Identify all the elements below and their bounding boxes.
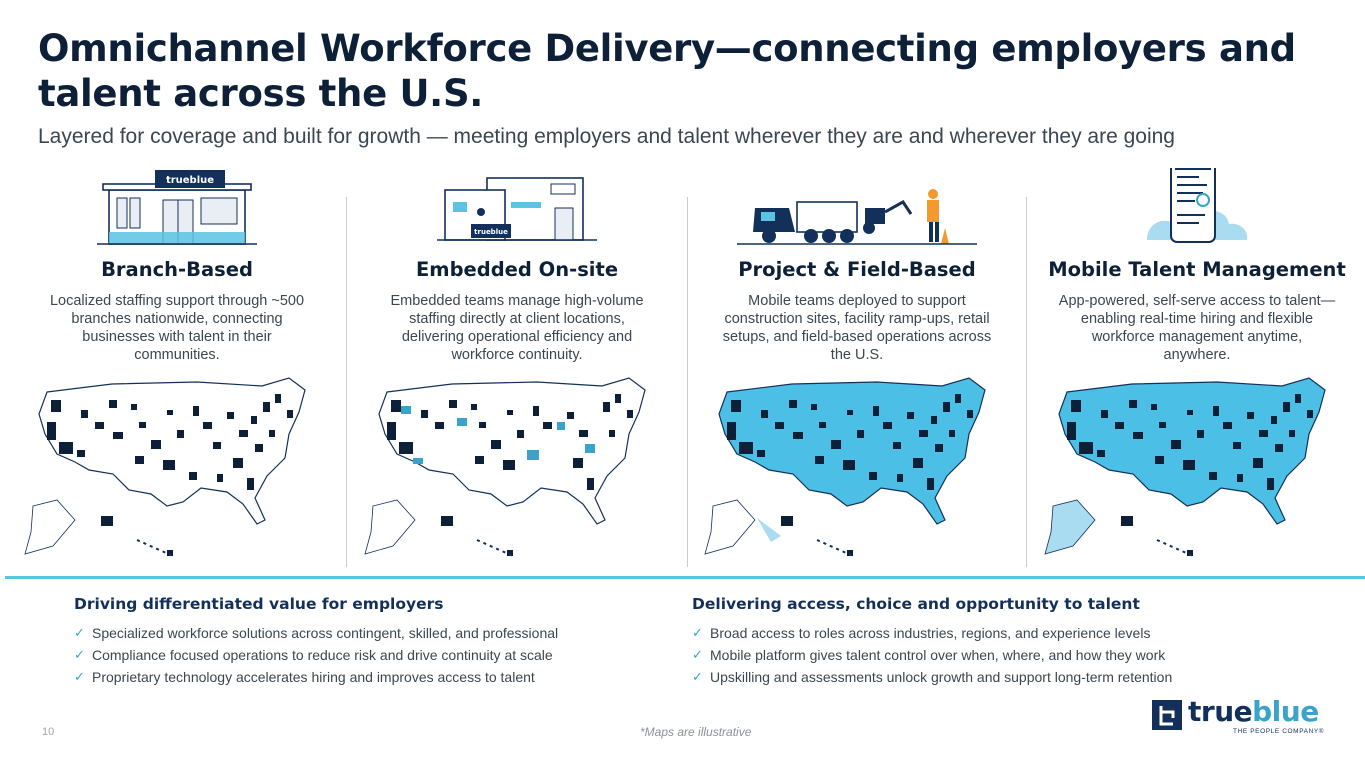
list-item: ✓ Specialized workforce solutions across …: [74, 622, 558, 644]
column-heading: Project & Field-Based: [738, 258, 976, 281]
column-heading: Mobile Talent Management: [1048, 258, 1346, 281]
onsite-sign-text: trueblue: [474, 228, 508, 236]
branch-building-illustration: trueblue: [8, 168, 346, 250]
column-heading: Embedded On-site: [415, 258, 619, 281]
list-item: ✓ Broad access to roles across industries…: [692, 622, 1172, 644]
column-description: Mobile teams deployed to support constru…: [722, 293, 992, 363]
page-number: 10: [42, 726, 55, 738]
column-branch-based: trueblue Branch-Based Localized staffing…: [8, 168, 346, 568]
employers-value-section: Driving differentiated value for employe…: [74, 595, 558, 688]
mobile-app-illustration: [1028, 168, 1365, 250]
slide-subtitle: Layered for coverage and built for growt…: [38, 125, 1175, 148]
check-icon: ✓: [74, 647, 85, 662]
us-map-embedded: [364, 377, 646, 557]
check-icon: ✓: [74, 625, 85, 640]
column-divider: [1026, 197, 1027, 567]
field-truck-illustration: [688, 168, 1026, 250]
employers-heading: Driving differentiated value for employe…: [74, 595, 444, 613]
check-icon: ✓: [692, 647, 703, 662]
onsite-facility-illustration: trueblue: [348, 168, 686, 250]
list-item: ✓ Mobile platform gives talent control ov…: [692, 644, 1172, 666]
column-divider: [687, 197, 688, 567]
check-icon: ✓: [692, 669, 703, 684]
section-divider: [5, 576, 1365, 579]
list-item: ✓ Proprietary technology accelerates hiri…: [74, 666, 558, 688]
us-map-branch: [24, 377, 306, 557]
talent-heading: Delivering access, choice and opportunit…: [692, 595, 1140, 613]
trueblue-logo: trueblue THE PEOPLE COMPANY®: [1152, 695, 1325, 740]
column-embedded-onsite: trueblue Embedded On-site Embedded teams…: [348, 168, 686, 568]
list-item: ✓ Compliance focused operations to reduce…: [74, 644, 558, 666]
us-map-project-field: [704, 377, 986, 557]
column-description: Embedded teams manage high-volume staffi…: [390, 293, 644, 363]
column-project-field: Project & Field-Based Mobile teams deplo…: [688, 168, 1026, 568]
check-icon: ✓: [692, 625, 703, 640]
logo-tagline: THE PEOPLE COMPANY®: [1233, 728, 1325, 735]
logo-mark-icon: [1152, 700, 1182, 730]
check-icon: ✓: [74, 669, 85, 684]
logo-wordmark: trueblue: [1188, 695, 1319, 728]
column-description: App-powered, self-serve access to talent…: [1058, 293, 1336, 363]
column-divider: [346, 197, 347, 567]
column-heading: Branch-Based: [101, 258, 253, 281]
column-mobile-talent: Mobile Talent Management App-powered, se…: [1028, 168, 1365, 568]
us-map-mobile-talent: [1044, 377, 1326, 557]
column-description: Localized staffing support through ~500 …: [49, 293, 305, 363]
slide-title: Omnichannel Workforce Delivery—connectin…: [38, 27, 1296, 115]
footnote: *Maps are illustrative: [640, 725, 752, 739]
branch-sign-text: trueblue: [166, 175, 214, 186]
talent-value-section: Delivering access, choice and opportunit…: [692, 595, 1172, 688]
list-item: ✓ Upskilling and assessments unlock growt…: [692, 666, 1172, 688]
